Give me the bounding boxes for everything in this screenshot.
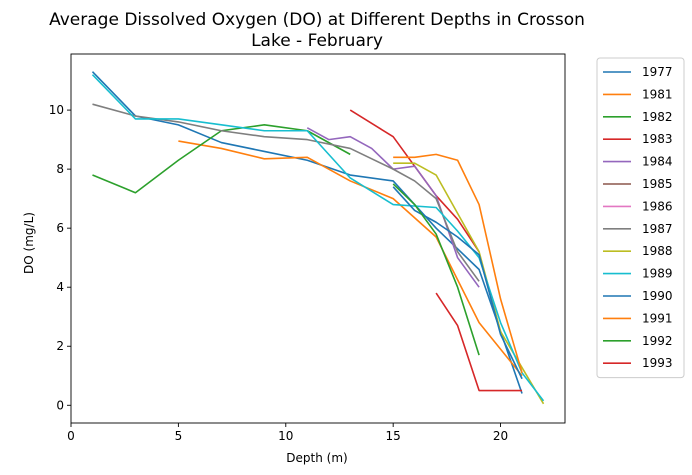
legend-label-1991: 1991 xyxy=(642,311,673,325)
legend-label-1982: 1982 xyxy=(642,110,673,124)
series-line-1993 xyxy=(435,292,523,392)
legend-label-1983: 1983 xyxy=(642,132,673,146)
legend-label-1981: 1981 xyxy=(642,87,673,101)
legend-label-1985: 1985 xyxy=(642,177,673,191)
chart-title-line-1: Average Dissolved Oxygen (DO) at Differe… xyxy=(49,10,585,30)
legend-label-1984: 1984 xyxy=(642,155,673,169)
legend: 1977 1981 1982 1983 1984 1985 1986 1987 1988 1989… xyxy=(596,57,685,379)
x-tick-label: 10 xyxy=(278,429,293,443)
series-line-1990 xyxy=(392,186,523,380)
series-line-1991 xyxy=(393,153,523,374)
x-tick-label: 0 xyxy=(67,429,75,443)
legend-label-1977: 1977 xyxy=(642,65,673,79)
y-tick-label: 4 xyxy=(56,280,64,294)
legend-box xyxy=(596,57,685,379)
legend-label-1993: 1993 xyxy=(642,356,673,370)
series-line-1987 xyxy=(92,103,480,282)
series-line-1977 xyxy=(91,71,523,394)
series-line-1989 xyxy=(91,74,545,402)
series-line-1992 xyxy=(392,183,480,356)
legend-label-1986: 1986 xyxy=(642,199,673,213)
axes-frame xyxy=(70,53,566,424)
y-tick-label: 2 xyxy=(56,339,64,353)
chart-title-line-2: Lake - February xyxy=(251,31,383,51)
legend-label-1989: 1989 xyxy=(642,267,673,281)
legend-label-1992: 1992 xyxy=(642,334,673,348)
y-axis-title: DO (mg/L) xyxy=(22,212,36,274)
legend-label-1990: 1990 xyxy=(642,289,673,303)
y-tick-label: 0 xyxy=(56,398,64,412)
x-tick-label: 15 xyxy=(386,429,401,443)
legend-label-1987: 1987 xyxy=(642,222,673,236)
legend-label-1988: 1988 xyxy=(642,244,673,258)
y-tick-label: 8 xyxy=(56,162,64,176)
y-tick-label: 6 xyxy=(56,221,64,235)
series-line-1984 xyxy=(306,127,480,288)
x-tick-label: 20 xyxy=(493,429,508,443)
y-tick-label: 10 xyxy=(49,103,64,117)
axes: 0 5 10 15 20 0 2 4 6 8 10 xyxy=(49,53,566,443)
plot-area xyxy=(91,71,545,405)
x-tick-label: 5 xyxy=(175,429,183,443)
x-axis-title: Depth (m) xyxy=(286,451,347,465)
series-line-1981 xyxy=(178,140,523,377)
